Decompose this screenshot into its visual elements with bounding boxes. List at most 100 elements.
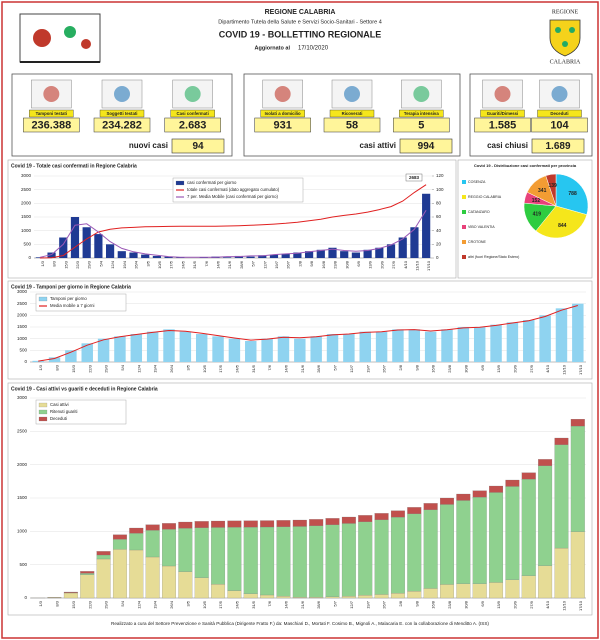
kpi-label: Tamponi testati [36, 111, 67, 116]
bar-segment [489, 485, 504, 493]
x-tick-label: 17/10 [578, 600, 583, 611]
bar [386, 244, 396, 258]
legend-label: Deceduti [50, 416, 67, 421]
x-tick-label: 9/8 [414, 364, 419, 370]
legend-label: Tamponi per giorno [50, 296, 87, 301]
pie-slice [555, 173, 589, 215]
x-tick-label: 31/5 [251, 600, 256, 609]
legend-label: altri (fuori Regione/Stato Estero) [468, 255, 519, 259]
legend-swatch [462, 180, 466, 184]
bar [228, 338, 241, 362]
bar-segment [80, 574, 95, 599]
summary-label: casi chiusi [487, 141, 528, 150]
x-tick-label: 17/5 [218, 600, 223, 609]
kpi-label: Ricoverati [342, 111, 363, 116]
bar-segment [178, 528, 193, 572]
bar-segment [456, 583, 471, 599]
y-tick-label: 500 [19, 348, 27, 353]
x-tick-label: 19/7 [365, 600, 370, 609]
legend-swatch [462, 225, 466, 229]
x-tick-label: 12/7 [262, 260, 267, 269]
bar-segment [243, 527, 258, 594]
bar [59, 237, 68, 258]
legend-label: VIBO VALENTIA [468, 225, 495, 229]
x-tick-label: 20/9 [379, 260, 384, 269]
logo-bottom: CALABRIA [550, 59, 581, 65]
bar [363, 249, 372, 258]
summary-box [171, 138, 225, 154]
kpi-value: 58 [346, 119, 358, 131]
bar-segment [423, 588, 438, 599]
slice-label: 788 [568, 191, 577, 197]
bar-segment [243, 593, 258, 599]
bar [441, 329, 453, 362]
department: Dipartimento Tutela della Salute e Servi… [218, 19, 382, 25]
summary-box [399, 138, 453, 154]
bar [410, 227, 419, 258]
bar-segment [292, 597, 307, 599]
legend-swatch [38, 416, 48, 422]
x-tick-label: 27/9 [529, 600, 534, 609]
bar-segment [374, 519, 389, 595]
y-tick-label: 0 [24, 595, 27, 600]
bar [82, 227, 91, 258]
x-tick-label: 30/8 [463, 600, 468, 609]
bar-segment [341, 523, 356, 597]
kpi-label-box [99, 109, 145, 118]
x-tick-label: 3/5 [145, 260, 150, 266]
x-tick-label: 15/3 [71, 600, 76, 609]
y2-tick-label: 80 [436, 201, 442, 206]
kpi-label-box [170, 109, 215, 118]
x-tick-label: 12/4 [110, 260, 115, 269]
bar [81, 343, 93, 362]
bar-segment [80, 573, 95, 575]
bar-segment [292, 526, 307, 598]
bar [326, 334, 339, 362]
kpi-value-box [393, 117, 450, 133]
x-tick-label: 10/5 [202, 364, 207, 373]
legend-label: casi confermati per giorno [187, 180, 237, 185]
legend-label: Media mobile a 7 giorni [50, 303, 94, 308]
x-tick-label: 8/3 [55, 364, 60, 370]
kpi-icon-mark [551, 86, 568, 102]
kpi-label-box [399, 109, 444, 118]
bar-segment [538, 565, 553, 599]
x-tick-label: 2/8 [398, 600, 403, 606]
bar [146, 331, 159, 362]
bar-segment [309, 519, 324, 526]
bar-segment [554, 444, 569, 549]
bar-segment [554, 547, 569, 599]
x-tick-label: 2/8 [398, 364, 403, 370]
bar [375, 247, 384, 258]
slice-label: 419 [533, 211, 542, 217]
bar [97, 338, 110, 362]
bar-segment [178, 521, 193, 529]
bar [408, 329, 421, 362]
y-tick-label: 500 [23, 242, 31, 247]
updated-label: Aggiornato al [255, 45, 291, 51]
bar-segment [407, 591, 422, 599]
bar-segment [440, 584, 454, 599]
bar-segment [145, 530, 160, 558]
kpi-label-box [329, 109, 375, 118]
bar-segment [538, 459, 553, 466]
bar-segment [162, 565, 176, 599]
bar-segment [358, 595, 373, 599]
y-tick-label: 3000 [21, 173, 32, 178]
x-tick-label: 5/7 [333, 364, 338, 370]
x-tick-label: 11/10 [562, 600, 567, 610]
y2-tick-label: 60 [436, 214, 442, 219]
kpi-label: Casi confermati [177, 111, 209, 116]
bar-segment [211, 527, 226, 585]
kpi-label: Isolati a domicilio [265, 111, 301, 116]
chart-title: Covid 19 - Tamponi per giorno in Regione… [11, 284, 131, 290]
x-tick-label: 21/6 [227, 260, 232, 269]
x-tick-label: 26/7 [382, 600, 387, 609]
bar [277, 336, 290, 362]
x-tick-label: 6/9 [356, 260, 361, 266]
kpi-label-box [480, 109, 525, 118]
kpi-value: 1.585 [489, 119, 517, 131]
